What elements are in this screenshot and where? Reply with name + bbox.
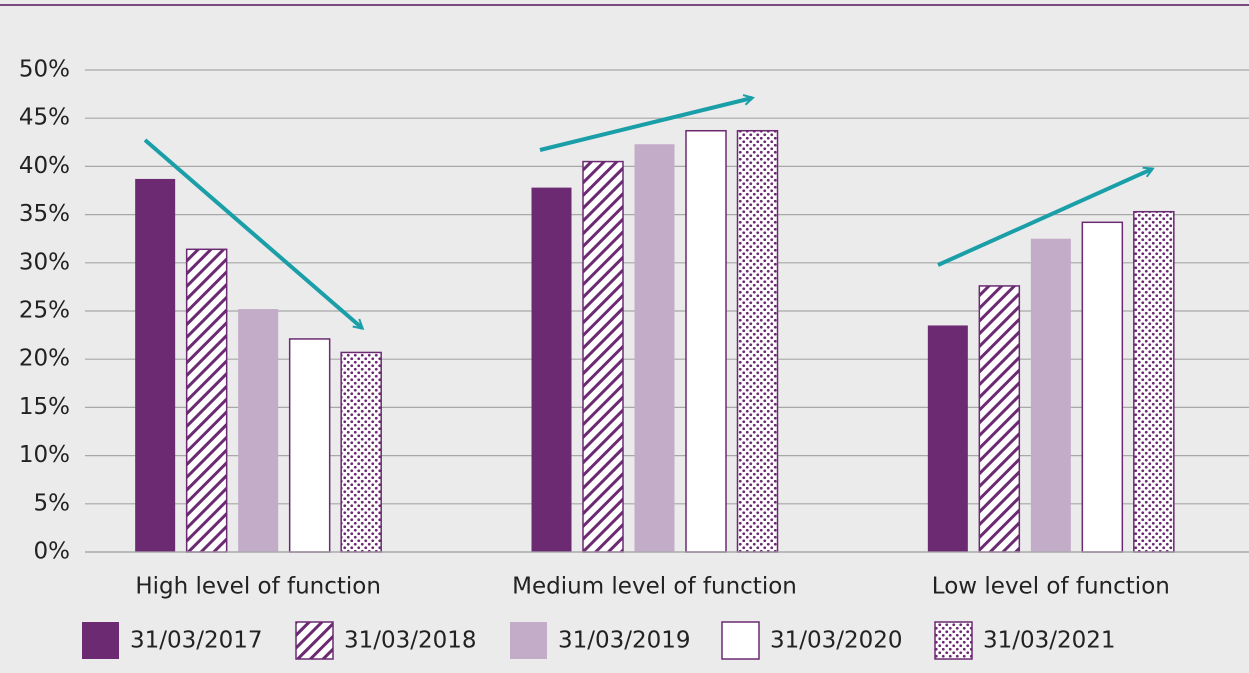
trend-arrow — [539, 98, 752, 152]
y-tick-label: 5% — [34, 490, 71, 516]
y-tick-label: 20% — [19, 346, 70, 372]
bar — [685, 129, 727, 553]
y-tick-label: 30% — [19, 249, 70, 275]
bar — [531, 187, 572, 552]
bar — [135, 178, 176, 552]
legend-label: 31/03/2019 — [558, 628, 691, 654]
bar — [1081, 221, 1124, 553]
bar — [736, 129, 779, 553]
bar — [340, 351, 382, 553]
bar — [978, 285, 1021, 553]
bar — [1133, 210, 1175, 553]
y-tick-label: 15% — [19, 394, 70, 420]
trend-arrow — [937, 169, 1152, 267]
x-tick-label: High level of function — [135, 574, 381, 600]
y-tick-label: 50% — [19, 57, 70, 83]
x-tick-label: Medium level of function — [512, 574, 797, 600]
bar — [582, 160, 624, 553]
y-tick-label: 0% — [34, 539, 71, 565]
legend-swatch — [295, 621, 334, 660]
legend-label: 31/03/2021 — [983, 628, 1116, 654]
bar — [634, 144, 675, 552]
y-tick-label: 25% — [19, 298, 70, 324]
legend-swatch — [510, 622, 547, 659]
x-tick-label: Low level of function — [932, 574, 1170, 600]
y-tick-label: 45% — [19, 105, 70, 131]
legend-label: 31/03/2017 — [130, 628, 263, 654]
bar — [185, 248, 228, 553]
legend-label: 31/03/2018 — [344, 628, 477, 654]
trend-arrows — [143, 98, 1152, 328]
y-tick-label: 40% — [19, 153, 70, 179]
y-tick-label: 10% — [19, 442, 70, 468]
legend-swatch — [721, 621, 760, 660]
bar — [238, 309, 279, 552]
legend-label: 31/03/2020 — [770, 628, 903, 654]
legend-swatch — [82, 622, 119, 659]
y-tick-label: 35% — [19, 201, 70, 227]
bar — [927, 325, 968, 552]
legend-swatch — [934, 621, 973, 660]
bar — [1030, 238, 1071, 552]
bar — [288, 338, 331, 553]
trend-arrow — [143, 138, 362, 328]
plot: 0% 5% 10% 15% 20% 25% 30% 35% 40% 45% 50% High leve… — [19, 57, 1249, 660]
